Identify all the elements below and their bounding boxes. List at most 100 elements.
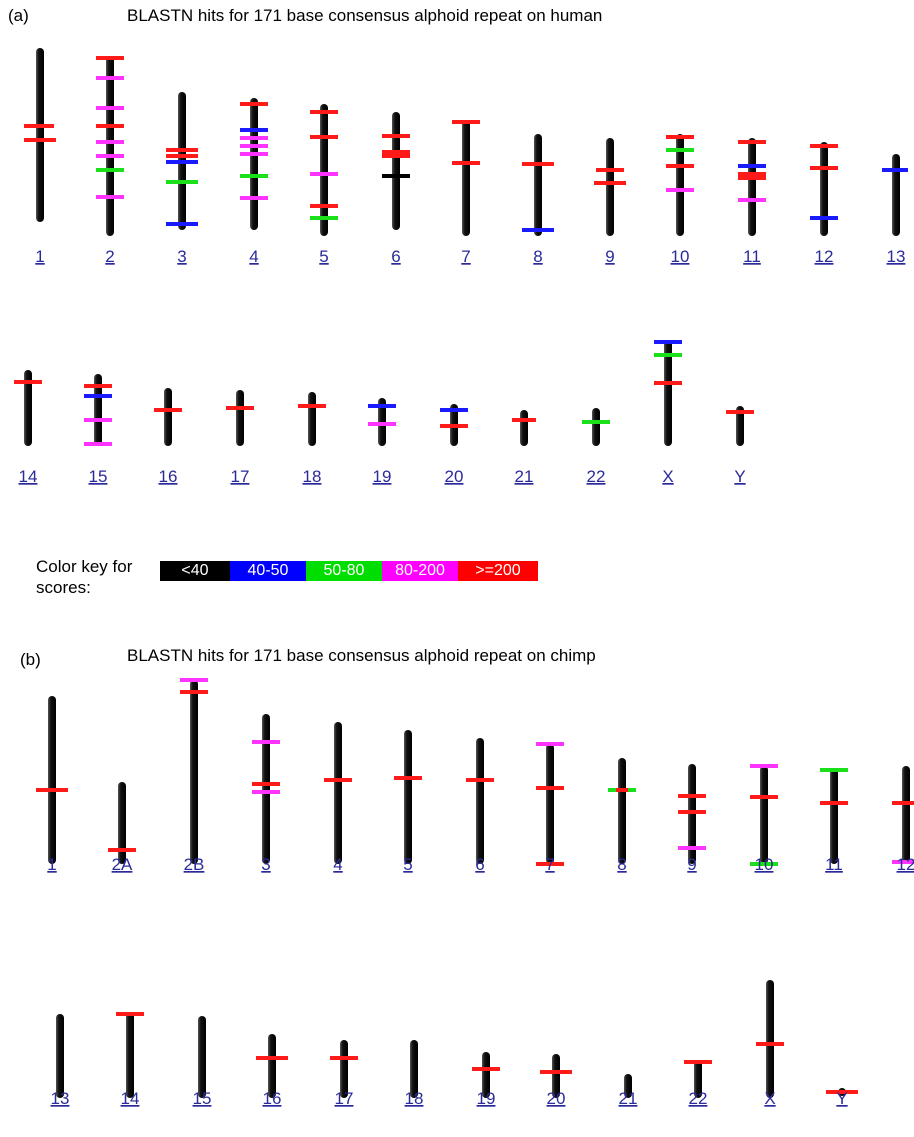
chromosome-link-2A[interactable]: 2A [112,855,133,874]
chromosome-link-8[interactable]: 8 [617,855,626,874]
chromosome-body [334,722,342,864]
chromosome-link-20[interactable]: 20 [445,467,464,486]
chromosome-body [340,1040,348,1098]
chromosome-body [250,98,258,230]
chromosome-link-2B[interactable]: 2B [184,855,205,874]
chromosome-link-15[interactable]: 15 [193,1089,212,1108]
chromosome-body [482,1052,490,1098]
chromosome-link-11[interactable]: 11 [743,247,761,266]
hit-mark [810,144,838,148]
hit-mark [394,776,422,780]
chromosome-link-13[interactable]: 13 [51,1089,70,1108]
chromosome-link-15[interactable]: 15 [89,467,108,486]
chromosome-body [748,138,756,236]
chromosome-link-22[interactable]: 22 [689,1089,708,1108]
chromosome-body [694,1060,702,1098]
color-key-gte200: >=200 [458,561,538,581]
chromosome-link-20[interactable]: 20 [547,1089,566,1108]
chromosome-link-5[interactable]: 5 [403,855,412,874]
chromosome-link-4[interactable]: 4 [249,247,258,266]
chromosome-13 [56,1014,64,1098]
chromosome-body [94,374,102,446]
chromosome-link-18[interactable]: 18 [405,1089,424,1108]
chromosome-body [48,696,56,864]
chromosome-link-7[interactable]: 7 [545,855,554,874]
chromosome-9 [594,138,626,236]
chromosome-link-21[interactable]: 21 [515,467,534,486]
chromosome-link-9[interactable]: 9 [605,247,614,266]
chromosome-17 [330,1040,358,1098]
chromosome-link-14[interactable]: 14 [19,467,38,486]
chromosome-link-16[interactable]: 16 [263,1089,282,1108]
chromosome-link-1[interactable]: 1 [35,247,44,266]
hit-mark [84,442,112,446]
hit-mark [240,144,268,148]
hit-mark [166,222,198,226]
chromosome-link-10[interactable]: 10 [671,247,690,266]
chromosome-Y [726,406,754,446]
chromosome-body [24,370,32,446]
chromosome-link-18[interactable]: 18 [303,467,322,486]
chromosome-body [190,680,198,864]
hit-mark [382,174,410,178]
chromosome-body [404,730,412,864]
chromosome-link-X[interactable]: X [662,467,673,486]
hit-mark [240,102,268,106]
hit-mark [512,418,536,422]
hit-mark [582,420,610,424]
chromosome-link-19[interactable]: 19 [477,1089,496,1108]
chromosome-link-7[interactable]: 7 [461,247,470,266]
chromosome-link-Y[interactable]: Y [734,467,745,486]
hit-mark [96,154,124,158]
chromosome-16 [256,1034,288,1098]
chromosome-link-1[interactable]: 1 [47,855,56,874]
hit-mark [666,164,694,168]
chromosome-body [830,768,838,864]
chromosome-link-19[interactable]: 19 [373,467,392,486]
chromosome-6 [466,738,494,864]
chromosome-link-17[interactable]: 17 [335,1089,354,1108]
chromosome-link-5[interactable]: 5 [319,247,328,266]
chromosome-link-11[interactable]: 11 [825,855,843,874]
chromosome-link-22[interactable]: 22 [587,467,606,486]
chromosome-link-6[interactable]: 6 [391,247,400,266]
chromosome-link-17[interactable]: 17 [231,467,250,486]
chromosome-link-2[interactable]: 2 [105,247,114,266]
hit-mark [738,164,766,168]
hit-mark [240,174,268,178]
chromosome-body [262,714,270,864]
chromosome-link-13[interactable]: 13 [887,247,906,266]
chromosome-body [118,782,126,864]
panel-a-label: (a) [8,6,29,25]
hit-mark [96,106,124,110]
chromosome-link-4[interactable]: 4 [333,855,342,874]
chromosome-body [308,392,316,446]
chromosome-link-8[interactable]: 8 [533,247,542,266]
hit-mark [594,181,626,185]
chromosome-link-12[interactable]: 12 [897,855,914,874]
chromosome-link-Y[interactable]: Y [836,1089,847,1108]
hit-mark [536,786,564,790]
chromosome-4 [240,98,268,230]
hit-mark [226,406,254,410]
chromosome-link-X[interactable]: X [764,1089,775,1108]
chromosome-link-14[interactable]: 14 [121,1089,140,1108]
hit-mark [310,135,338,139]
chromosome-link-6[interactable]: 6 [475,855,484,874]
chromosome-link-21[interactable]: 21 [619,1089,638,1108]
hit-mark [472,1067,500,1071]
hit-mark [616,788,628,792]
chromosome-link-3[interactable]: 3 [261,855,270,874]
hit-mark [96,124,124,128]
chromosome-link-12[interactable]: 12 [815,247,834,266]
chromosome-19 [472,1052,500,1098]
chromosome-link-9[interactable]: 9 [687,855,696,874]
chromosome-link-3[interactable]: 3 [177,247,186,266]
chromosome-link-10[interactable]: 10 [755,855,774,874]
chromosome-body [410,1040,418,1098]
hit-mark [678,810,706,814]
chromosome-7 [452,120,480,236]
hit-mark [298,404,326,408]
hit-mark [440,408,468,412]
chromosome-link-16[interactable]: 16 [159,467,178,486]
